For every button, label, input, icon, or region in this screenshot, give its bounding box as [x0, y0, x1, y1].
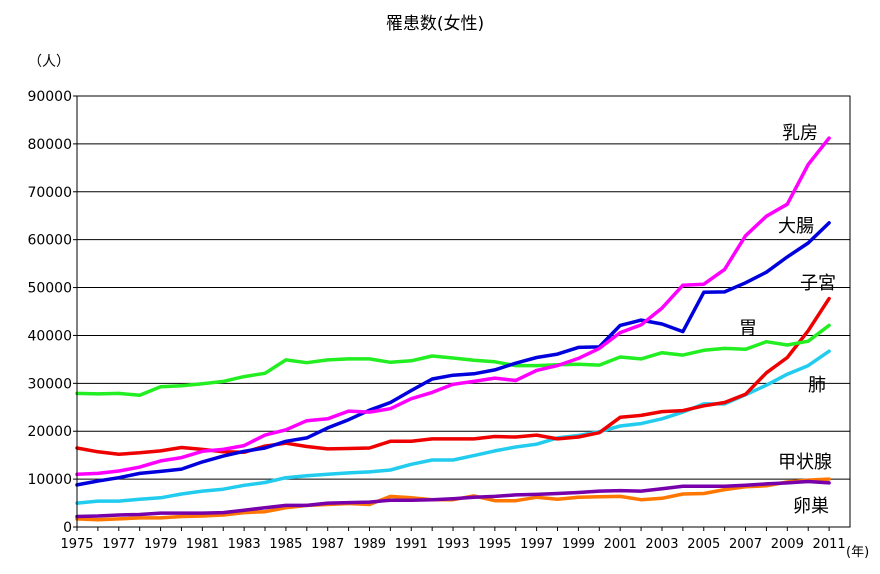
- x-axis-ticks: 1975 1977 1979 1981 1983 1985 1987 1989 1991 1993…: [60, 527, 846, 552]
- x-tick-label: 1997: [520, 537, 553, 552]
- series-label: 肺: [808, 375, 826, 396]
- series-label: 乳房: [782, 123, 818, 144]
- x-tick-label: 2005: [687, 537, 720, 552]
- series-line: [75, 349, 831, 505]
- series-label: 胃: [739, 318, 757, 339]
- series-lines: [75, 136, 831, 522]
- series-line: [75, 479, 831, 519]
- y-tick-label: 90000: [27, 89, 72, 105]
- x-tick-label: 2011: [813, 537, 846, 552]
- x-tick-label: 1999: [562, 537, 595, 552]
- x-tick-label: 1981: [186, 537, 219, 552]
- series-line: [75, 136, 831, 477]
- y-tick-label: 20000: [27, 424, 72, 440]
- y-tick-label: 40000: [27, 328, 72, 344]
- x-tick-label: 1991: [395, 537, 428, 552]
- x-tick-label: 1979: [144, 537, 177, 552]
- x-tick-label: 2001: [604, 537, 637, 552]
- x-tick-label: 1977: [102, 537, 135, 552]
- series-line: [75, 323, 831, 398]
- series-label: 卵巣: [793, 496, 829, 517]
- x-tick-label: 2007: [729, 537, 762, 552]
- series-line: [75, 221, 831, 487]
- x-tick-label: 2003: [645, 537, 678, 552]
- x-tick-label: 1987: [311, 537, 344, 552]
- y-tick-label: 60000: [27, 233, 72, 249]
- y-tick-label: 70000: [27, 185, 72, 201]
- y-tick-label: 10000: [27, 472, 72, 488]
- plot-area-frame: [76, 95, 851, 528]
- x-tick-label: 1975: [60, 537, 93, 552]
- series-line: [75, 296, 831, 456]
- y-axis-unit-label: （人）: [28, 54, 70, 70]
- x-tick-label: 2009: [771, 537, 804, 552]
- y-tick-label: 50000: [27, 281, 72, 297]
- x-axis-unit-label: (年): [846, 545, 869, 560]
- y-tick-label: 80000: [27, 137, 72, 153]
- series-label: 大腸: [778, 216, 814, 237]
- x-tick-label: 1985: [269, 537, 302, 552]
- y-tick-label: 0: [63, 520, 72, 536]
- x-tick-label: 1989: [353, 537, 386, 552]
- series-label: 甲状腺: [778, 452, 832, 473]
- x-tick-label: 1993: [437, 537, 470, 552]
- y-tick-label: 30000: [27, 376, 72, 392]
- x-tick-label: 1983: [228, 537, 261, 552]
- series-label: 子宮: [800, 273, 836, 294]
- x-tick-label: 1995: [478, 537, 511, 552]
- axes: [76, 95, 851, 528]
- chart-title: 罹患数(女性): [386, 14, 484, 34]
- y-axis-ticks: 0 10000 20000 30000 40000 50000 60000 70000 8000…: [27, 89, 77, 536]
